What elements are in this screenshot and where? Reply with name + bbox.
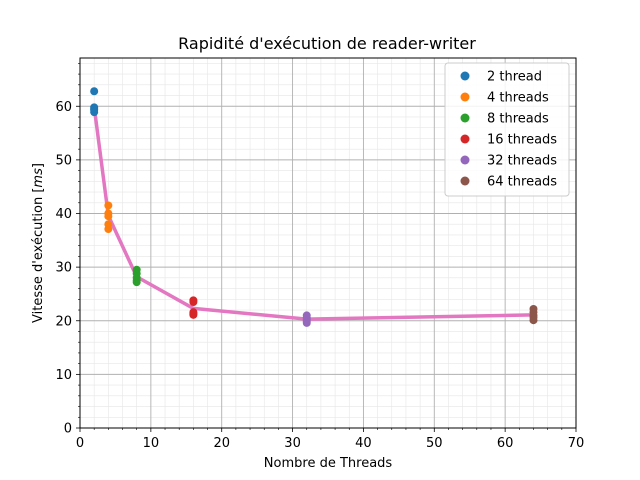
plot-frame xyxy=(79,57,577,429)
data-point-series-1 xyxy=(104,201,113,210)
data-point-series-3 xyxy=(189,297,198,306)
axis-ticks: 0 10 20 30 40 50 60 70 0 10 20 30 40 50 60 xyxy=(55,63,584,451)
legend-label: 64 threads xyxy=(487,175,557,190)
legend: 2 thread 4 threads 8 threads 16 threads 32 t… xyxy=(444,62,570,197)
y-tick-label: 0 xyxy=(64,422,72,437)
legend-label: 4 threads xyxy=(487,91,549,106)
legend-marker xyxy=(460,92,470,102)
data-point-series-5 xyxy=(529,316,538,325)
y-tick-label: 50 xyxy=(55,153,72,168)
data-point-series-0 xyxy=(90,104,99,113)
legend-marker xyxy=(460,113,470,123)
legend-label: 32 threads xyxy=(487,154,557,169)
data-point-series-1 xyxy=(104,225,113,234)
y-tick-label: 10 xyxy=(55,368,72,383)
y-axis-label-suffix: ] xyxy=(31,163,46,168)
mean-line-group xyxy=(92,106,534,321)
x-tick-label: 30 xyxy=(284,436,301,451)
data-points xyxy=(90,87,538,327)
data-point-series-0 xyxy=(90,87,99,96)
legend-label: 2 thread xyxy=(487,70,542,85)
y-axis-label-unit: ms xyxy=(31,168,46,188)
y-tick-label: 60 xyxy=(55,100,72,115)
y-tick-label: 20 xyxy=(55,314,72,329)
y-tick-label: 30 xyxy=(55,261,72,276)
y-tick-label: 40 xyxy=(55,207,72,222)
y-axis-label: Vitesse d'exécution [ms] xyxy=(31,163,46,323)
legend-marker xyxy=(460,176,470,186)
chart-title: Rapidité d'exécution de reader-writer xyxy=(178,34,476,53)
legend-label: 8 threads xyxy=(487,112,549,127)
x-tick-label: 20 xyxy=(213,436,230,451)
data-point-series-3 xyxy=(189,310,198,319)
y-axis-label-prefix: Vitesse d'exécution [ xyxy=(31,188,46,323)
legend-box xyxy=(444,62,570,197)
x-tick-label: 40 xyxy=(355,436,372,451)
legend-marker xyxy=(460,134,470,144)
data-point-series-2 xyxy=(132,278,141,287)
x-axis-label: Nombre de Threads xyxy=(264,456,393,471)
legend-marker xyxy=(460,155,470,165)
data-point-series-1 xyxy=(104,212,113,221)
x-tick-label: 50 xyxy=(426,436,443,451)
legend-marker xyxy=(460,71,470,81)
x-tick-label: 70 xyxy=(568,436,585,451)
x-tick-label: 0 xyxy=(76,436,84,451)
x-tick-label: 10 xyxy=(143,436,160,451)
data-point-series-4 xyxy=(302,318,311,327)
x-tick-label: 60 xyxy=(497,436,514,451)
mean-line xyxy=(92,106,534,321)
legend-label: 16 threads xyxy=(487,133,557,148)
